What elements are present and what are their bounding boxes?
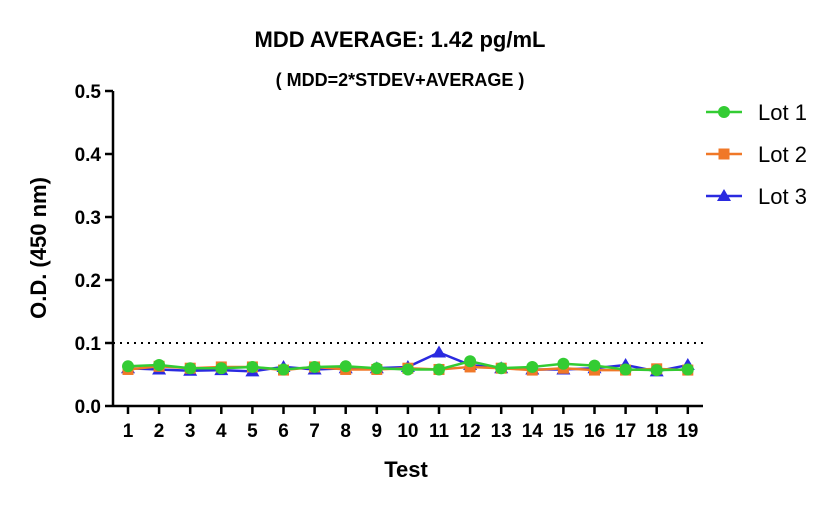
x-tick-label: 8 — [340, 421, 351, 442]
data-point — [526, 360, 539, 373]
x-tick-label: 4 — [216, 421, 227, 442]
data-point — [401, 363, 414, 376]
x-tick-label: 3 — [185, 421, 196, 442]
legend-label: Lot 1 — [758, 100, 807, 125]
x-tick-label: 5 — [247, 421, 258, 442]
data-point — [432, 345, 446, 358]
y-tick-label: 0.5 — [75, 82, 102, 103]
x-tick-label: 16 — [584, 421, 605, 442]
x-tick-label: 10 — [397, 421, 418, 442]
data-point — [122, 360, 134, 373]
data-point — [215, 362, 228, 375]
legend-label: Lot 3 — [758, 184, 807, 209]
y-tick-label: 0.1 — [75, 334, 102, 355]
y-tick-label: 0.3 — [75, 208, 101, 229]
data-point — [153, 359, 166, 372]
legend-label: Lot 2 — [758, 142, 807, 167]
y-tick-label: 0.4 — [75, 145, 102, 166]
x-tick-label: 2 — [154, 421, 165, 442]
data-point — [370, 362, 383, 375]
data-point — [588, 359, 601, 372]
legend: Lot 1 Lot 2 Lot 3 — [706, 100, 807, 209]
legend-item: Lot 2 — [706, 142, 807, 167]
data-point — [495, 362, 508, 375]
legend-marker — [718, 106, 730, 118]
data-point — [246, 360, 259, 373]
x-tick-label: 9 — [372, 421, 383, 442]
chart-title: MDD AVERAGE: 1.42 pg/mL — [255, 27, 546, 52]
x-tick-label: 6 — [278, 421, 289, 442]
x-tick-label: 11 — [429, 421, 450, 442]
series-group — [121, 345, 695, 377]
series-lot-1 — [122, 355, 694, 377]
x-tick-label: 14 — [522, 421, 544, 442]
data-point — [464, 355, 477, 368]
x-tick-label: 1 — [123, 421, 134, 442]
x-tick-label: 7 — [309, 421, 320, 442]
legend-item: Lot 1 — [706, 100, 807, 125]
data-point — [681, 363, 694, 376]
x-tick-label: 18 — [646, 421, 667, 442]
legend-item: Lot 3 — [706, 184, 807, 209]
x-tick-label: 13 — [491, 421, 512, 442]
data-point — [619, 363, 632, 376]
y-tick-label: 0.2 — [75, 271, 101, 292]
y-axis-label: O.D. (450 nm) — [26, 177, 51, 319]
x-tick-label: 12 — [460, 421, 481, 442]
x-axis-label: Test — [384, 457, 428, 482]
x-tick-label: 19 — [677, 421, 698, 442]
x-tick-label: 17 — [615, 421, 636, 442]
x-tick-label: 15 — [553, 421, 575, 442]
legend-marker — [717, 189, 731, 201]
data-point — [184, 362, 197, 375]
legend-marker — [718, 148, 730, 160]
data-point — [277, 363, 290, 376]
y-tick-label: 0.0 — [75, 397, 101, 418]
data-point — [339, 360, 352, 373]
data-point — [650, 364, 663, 377]
data-point — [557, 357, 570, 370]
axes: 0.00.10.20.30.40.51 2 3 4 5 6 7 8 9 10 11 12 13 14 15 1… — [75, 82, 703, 442]
chart-subtitle: ( MDD=2*STDEV+AVERAGE ) — [276, 70, 525, 90]
data-point — [308, 360, 321, 373]
data-point — [433, 363, 445, 376]
